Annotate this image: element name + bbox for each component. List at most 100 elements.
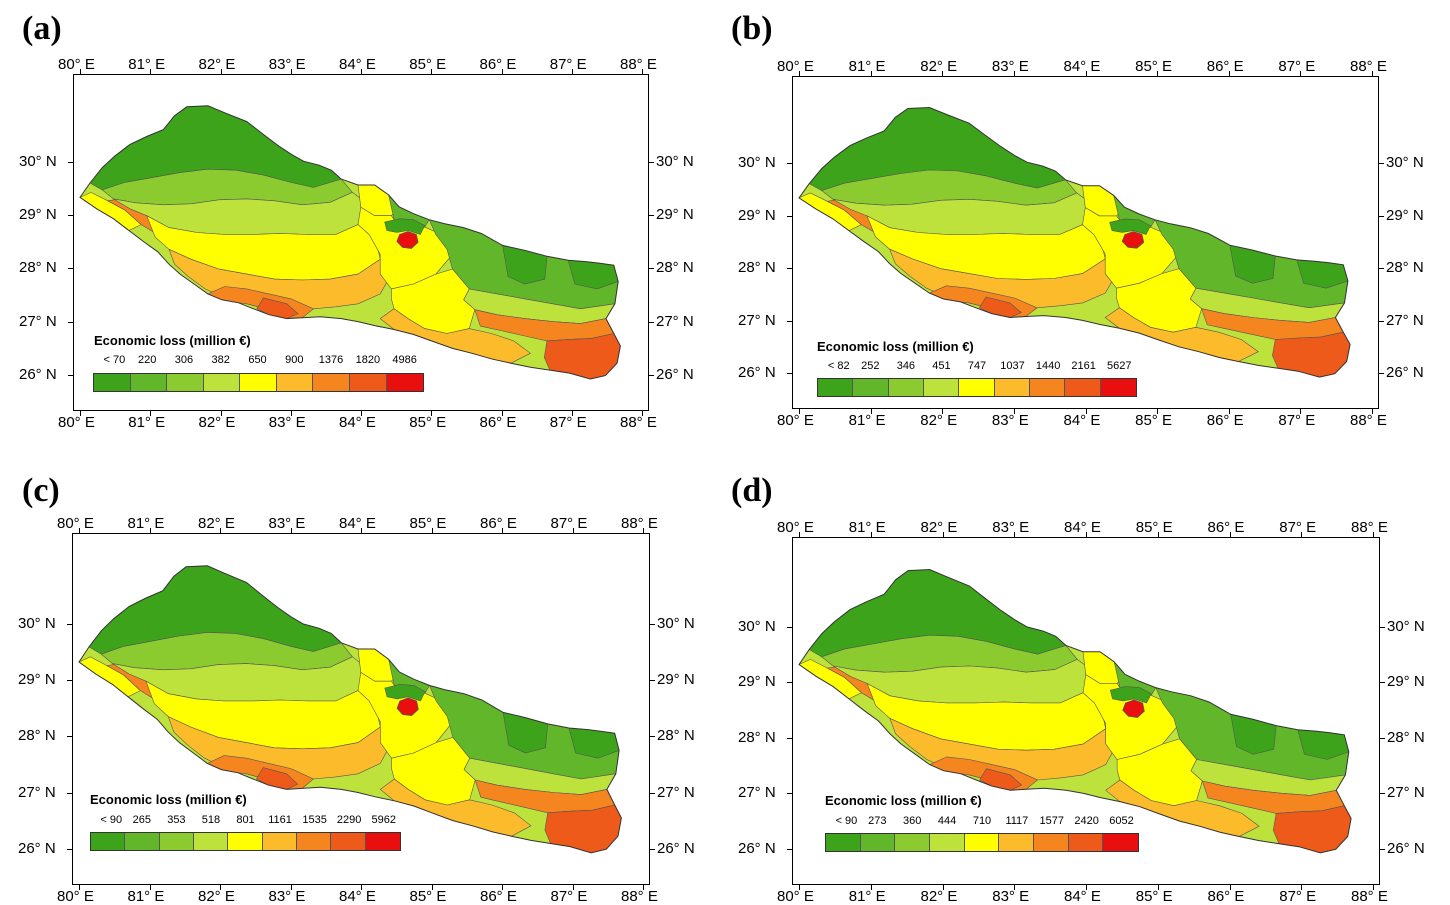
lat-tick-label-right: 29° N xyxy=(1387,673,1425,691)
lon-tick-label-bottom: 84° E xyxy=(1064,888,1101,905)
legend-swatch xyxy=(1029,379,1066,396)
district-region xyxy=(1109,686,1152,704)
lat-tick-label-right: 28° N xyxy=(656,259,694,277)
lat-tick-mark xyxy=(787,163,792,165)
lon-tick-mark xyxy=(1373,885,1374,890)
legend-swatch xyxy=(860,834,896,851)
legend-value: 451 xyxy=(932,360,951,372)
lon-tick-label-bottom: 83° E xyxy=(992,888,1030,905)
lon-tick-label-bottom: 85° E xyxy=(1135,888,1173,905)
lon-tick-label-top: 85° E xyxy=(409,515,447,532)
lat-tick-mark xyxy=(787,268,792,270)
lat-tick-mark xyxy=(1379,320,1384,322)
country-border xyxy=(798,568,1352,854)
legend-value: 5962 xyxy=(371,814,396,826)
lat-tick-mark xyxy=(649,215,654,217)
lon-tick-label-top: 80° E xyxy=(58,56,95,73)
legend-values: < 90 273 360 444 710 1117 1577 2420 6052 xyxy=(825,815,1139,829)
lat-tick-label-left: 30° N xyxy=(738,154,776,172)
legend-title: Economic loss (million €) xyxy=(90,792,247,807)
district-region xyxy=(357,671,454,759)
lon-tick-mark xyxy=(501,411,503,416)
lat-tick-label-left: 26° N xyxy=(738,364,776,381)
lon-tick-mark xyxy=(501,69,503,74)
lat-tick-mark xyxy=(787,682,792,684)
lon-tick-mark xyxy=(643,528,644,533)
lat-tick-mark xyxy=(67,792,72,794)
lon-tick-mark xyxy=(1300,409,1302,414)
lon-tick-label-top: 84° E xyxy=(339,515,376,532)
legend-swatch xyxy=(930,834,965,851)
legend-value: 444 xyxy=(937,815,957,827)
lon-tick-label-bottom: 84° E xyxy=(339,414,376,431)
lat-tick-label-left: 29° N xyxy=(738,673,776,691)
lon-tick-mark xyxy=(290,69,292,74)
legend-swatch xyxy=(999,834,1035,851)
lon-tick-mark xyxy=(799,71,800,76)
lon-tick-mark xyxy=(870,409,872,414)
lon-tick-mark xyxy=(290,411,292,416)
lat-tick-mark xyxy=(1380,849,1385,850)
legend-value: 346 xyxy=(896,360,916,372)
legend-swatch xyxy=(818,379,854,396)
lon-tick-label-bottom: 83° E xyxy=(991,412,1029,429)
lon-tick-label-bottom: 80° E xyxy=(58,414,95,431)
legend-swatch xyxy=(964,834,1000,851)
legend-value: 801 xyxy=(236,814,255,826)
nepal-map xyxy=(79,105,621,380)
lon-tick-mark xyxy=(572,528,574,533)
lon-tick-label-bottom: 83° E xyxy=(268,888,306,905)
legend-value: 306 xyxy=(174,354,194,366)
lon-tick-label-top: 82° E xyxy=(198,56,236,73)
lon-tick-label-bottom: 81° E xyxy=(848,888,886,905)
lon-tick-mark xyxy=(150,69,152,74)
legend-swatch xyxy=(130,374,168,391)
legend-swatch xyxy=(888,379,924,396)
legend-title: Economic loss (million €) xyxy=(94,333,251,348)
lon-tick-label-top: 87° E xyxy=(550,515,588,532)
lon-tick-mark xyxy=(290,885,292,890)
lon-tick-mark xyxy=(361,885,362,890)
lat-tick-mark xyxy=(67,680,72,682)
legend-value: < 90 xyxy=(835,815,858,827)
lon-tick-label-top: 84° E xyxy=(1064,519,1101,536)
district-region xyxy=(1109,218,1151,235)
lon-tick-mark xyxy=(1157,532,1159,537)
panel-label: (b) xyxy=(731,10,773,47)
lon-tick-mark xyxy=(361,528,362,533)
lon-tick-label-top: 88° E xyxy=(620,56,657,73)
lon-tick-label-bottom: 82° E xyxy=(920,412,958,429)
legend-value: 2161 xyxy=(1071,360,1096,372)
lon-tick-mark xyxy=(361,411,362,416)
lon-tick-label-top: 83° E xyxy=(268,515,306,532)
lon-tick-label-bottom: 82° E xyxy=(198,414,236,431)
lon-tick-mark xyxy=(1086,532,1087,537)
lon-tick-label-bottom: 80° E xyxy=(777,888,814,905)
lon-tick-mark xyxy=(431,885,433,890)
panel-label: (c) xyxy=(22,472,60,509)
legend-swatch xyxy=(365,833,400,850)
lat-tick-label-left: 30° N xyxy=(19,152,57,170)
lon-tick-label-top: 81° E xyxy=(128,56,166,73)
legend-swatch xyxy=(895,834,931,851)
lon-tick-mark xyxy=(870,532,872,537)
legend-swatch xyxy=(923,379,960,396)
legend-color-bar xyxy=(825,833,1139,852)
legend-value: 6052 xyxy=(1109,815,1134,827)
lon-tick-label-bottom: 87° E xyxy=(549,414,587,431)
lon-tick-mark xyxy=(1014,885,1016,890)
lon-tick-label-top: 88° E xyxy=(1350,58,1387,75)
lon-tick-mark xyxy=(1085,71,1087,76)
legend-value: 1820 xyxy=(355,354,381,366)
legend-swatch xyxy=(1034,834,1069,851)
lat-tick-mark xyxy=(68,321,73,323)
lon-tick-mark xyxy=(1373,532,1374,537)
legend-value: 1161 xyxy=(268,814,292,826)
lon-tick-mark xyxy=(79,885,80,890)
nepal-map xyxy=(798,568,1352,854)
lon-tick-mark xyxy=(150,411,152,416)
legend-swatch xyxy=(313,374,350,391)
legend-swatch xyxy=(276,374,314,391)
lon-tick-label-top: 80° E xyxy=(57,515,94,532)
legend-value: 1440 xyxy=(1035,360,1061,372)
